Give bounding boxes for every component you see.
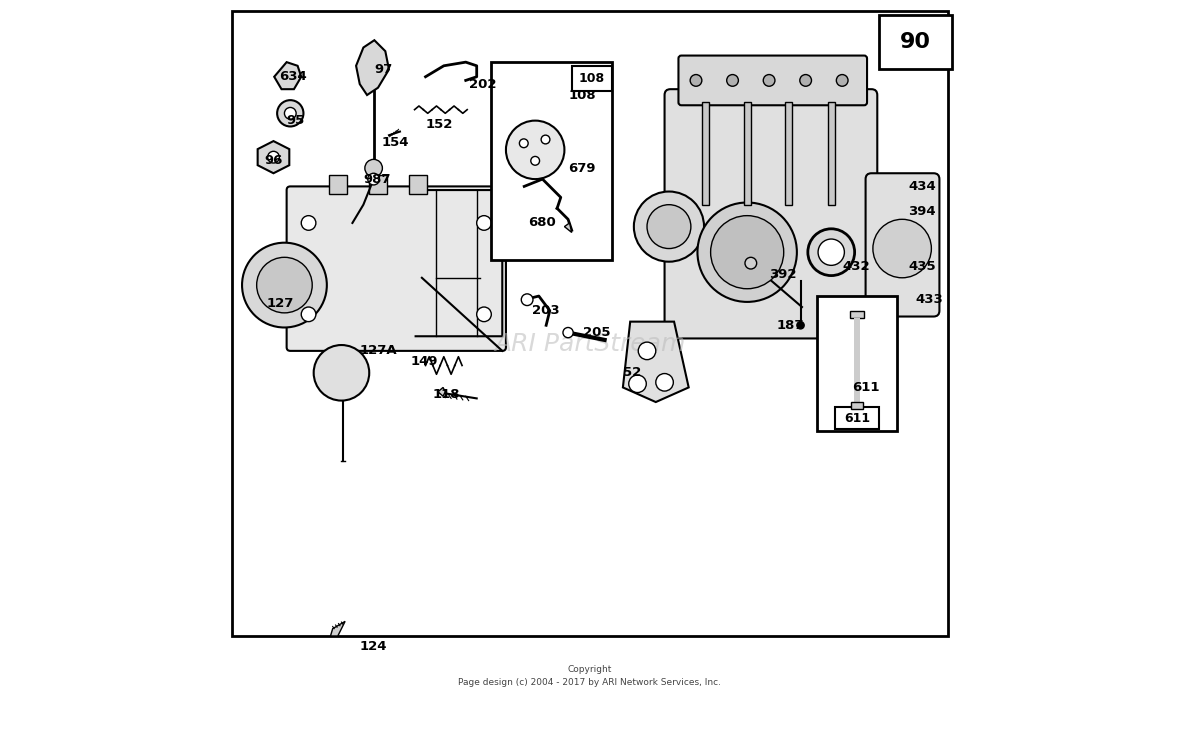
Text: 433: 433 [916, 293, 943, 306]
Text: 108: 108 [578, 72, 605, 85]
Bar [785, 102, 793, 205]
Text: 392: 392 [769, 268, 796, 281]
Text: 680: 680 [527, 216, 556, 230]
Text: 987: 987 [363, 173, 391, 186]
Polygon shape [274, 62, 301, 89]
Text: 108: 108 [568, 88, 596, 102]
Text: 152: 152 [426, 118, 453, 131]
Circle shape [796, 322, 805, 329]
Circle shape [745, 257, 756, 269]
Circle shape [818, 239, 845, 265]
Text: 149: 149 [411, 355, 439, 368]
Bar [835, 407, 879, 429]
Polygon shape [623, 322, 689, 402]
Bar [879, 15, 952, 69]
Text: 203: 203 [531, 304, 559, 317]
Circle shape [710, 216, 784, 289]
Circle shape [277, 100, 303, 126]
Circle shape [268, 151, 280, 163]
Circle shape [301, 216, 316, 230]
Bar [851, 402, 863, 409]
Circle shape [837, 75, 848, 86]
Circle shape [697, 202, 797, 302]
FancyBboxPatch shape [866, 173, 939, 317]
Text: 202: 202 [470, 77, 497, 91]
Text: 97: 97 [374, 63, 393, 76]
Polygon shape [850, 311, 864, 318]
Text: 187: 187 [776, 319, 804, 332]
Text: Copyright
Page design (c) 2004 - 2017 by ARI Network Services, Inc.: Copyright Page design (c) 2004 - 2017 by… [459, 665, 721, 687]
Text: 634: 634 [280, 70, 307, 83]
FancyBboxPatch shape [664, 89, 877, 338]
Polygon shape [330, 621, 345, 636]
Text: 52: 52 [623, 366, 641, 379]
Circle shape [522, 294, 533, 306]
Text: 611: 611 [852, 381, 879, 394]
Bar [817, 296, 897, 431]
Bar [827, 102, 835, 205]
Text: 118: 118 [433, 388, 460, 401]
Circle shape [808, 229, 854, 276]
Circle shape [542, 135, 550, 144]
Circle shape [727, 75, 739, 86]
Circle shape [519, 139, 529, 148]
Polygon shape [257, 141, 289, 173]
Circle shape [634, 192, 704, 262]
Polygon shape [564, 223, 572, 232]
Text: 679: 679 [568, 162, 596, 175]
Text: 154: 154 [381, 136, 409, 149]
Text: 124: 124 [360, 640, 387, 654]
Polygon shape [438, 387, 445, 396]
Circle shape [242, 243, 327, 327]
Text: 96: 96 [264, 154, 283, 167]
Text: 90: 90 [900, 32, 931, 52]
Bar [702, 102, 709, 205]
Circle shape [873, 219, 931, 278]
Circle shape [477, 216, 491, 230]
Text: 611: 611 [844, 412, 870, 425]
Circle shape [301, 307, 316, 322]
Bar [743, 102, 750, 205]
Circle shape [647, 205, 690, 249]
Circle shape [690, 75, 702, 86]
Bar [329, 175, 347, 194]
Text: ARI PartStream: ARI PartStream [494, 332, 686, 355]
Circle shape [563, 327, 573, 338]
Text: 394: 394 [907, 205, 936, 219]
Bar [231, 11, 949, 636]
Bar [491, 62, 612, 260]
Circle shape [531, 156, 539, 165]
Bar [854, 318, 860, 409]
FancyBboxPatch shape [678, 56, 867, 105]
FancyBboxPatch shape [287, 186, 506, 351]
Circle shape [656, 374, 674, 391]
Circle shape [314, 345, 369, 401]
Text: 432: 432 [843, 260, 870, 273]
Circle shape [365, 159, 382, 177]
Circle shape [800, 75, 812, 86]
Bar [409, 175, 427, 194]
Text: •: • [381, 172, 386, 181]
Circle shape [763, 75, 775, 86]
Circle shape [506, 121, 564, 179]
Circle shape [629, 375, 647, 393]
Polygon shape [356, 40, 389, 95]
Text: 205: 205 [583, 326, 610, 339]
Bar [369, 175, 387, 194]
Text: 435: 435 [907, 260, 936, 273]
Circle shape [257, 257, 313, 313]
Text: 95: 95 [287, 114, 304, 127]
Circle shape [638, 342, 656, 360]
Text: 127: 127 [267, 297, 294, 310]
Bar [572, 66, 612, 91]
Circle shape [477, 307, 491, 322]
Text: 434: 434 [907, 180, 936, 193]
Circle shape [368, 173, 380, 185]
Text: 127A: 127A [360, 344, 398, 357]
Circle shape [284, 107, 296, 119]
